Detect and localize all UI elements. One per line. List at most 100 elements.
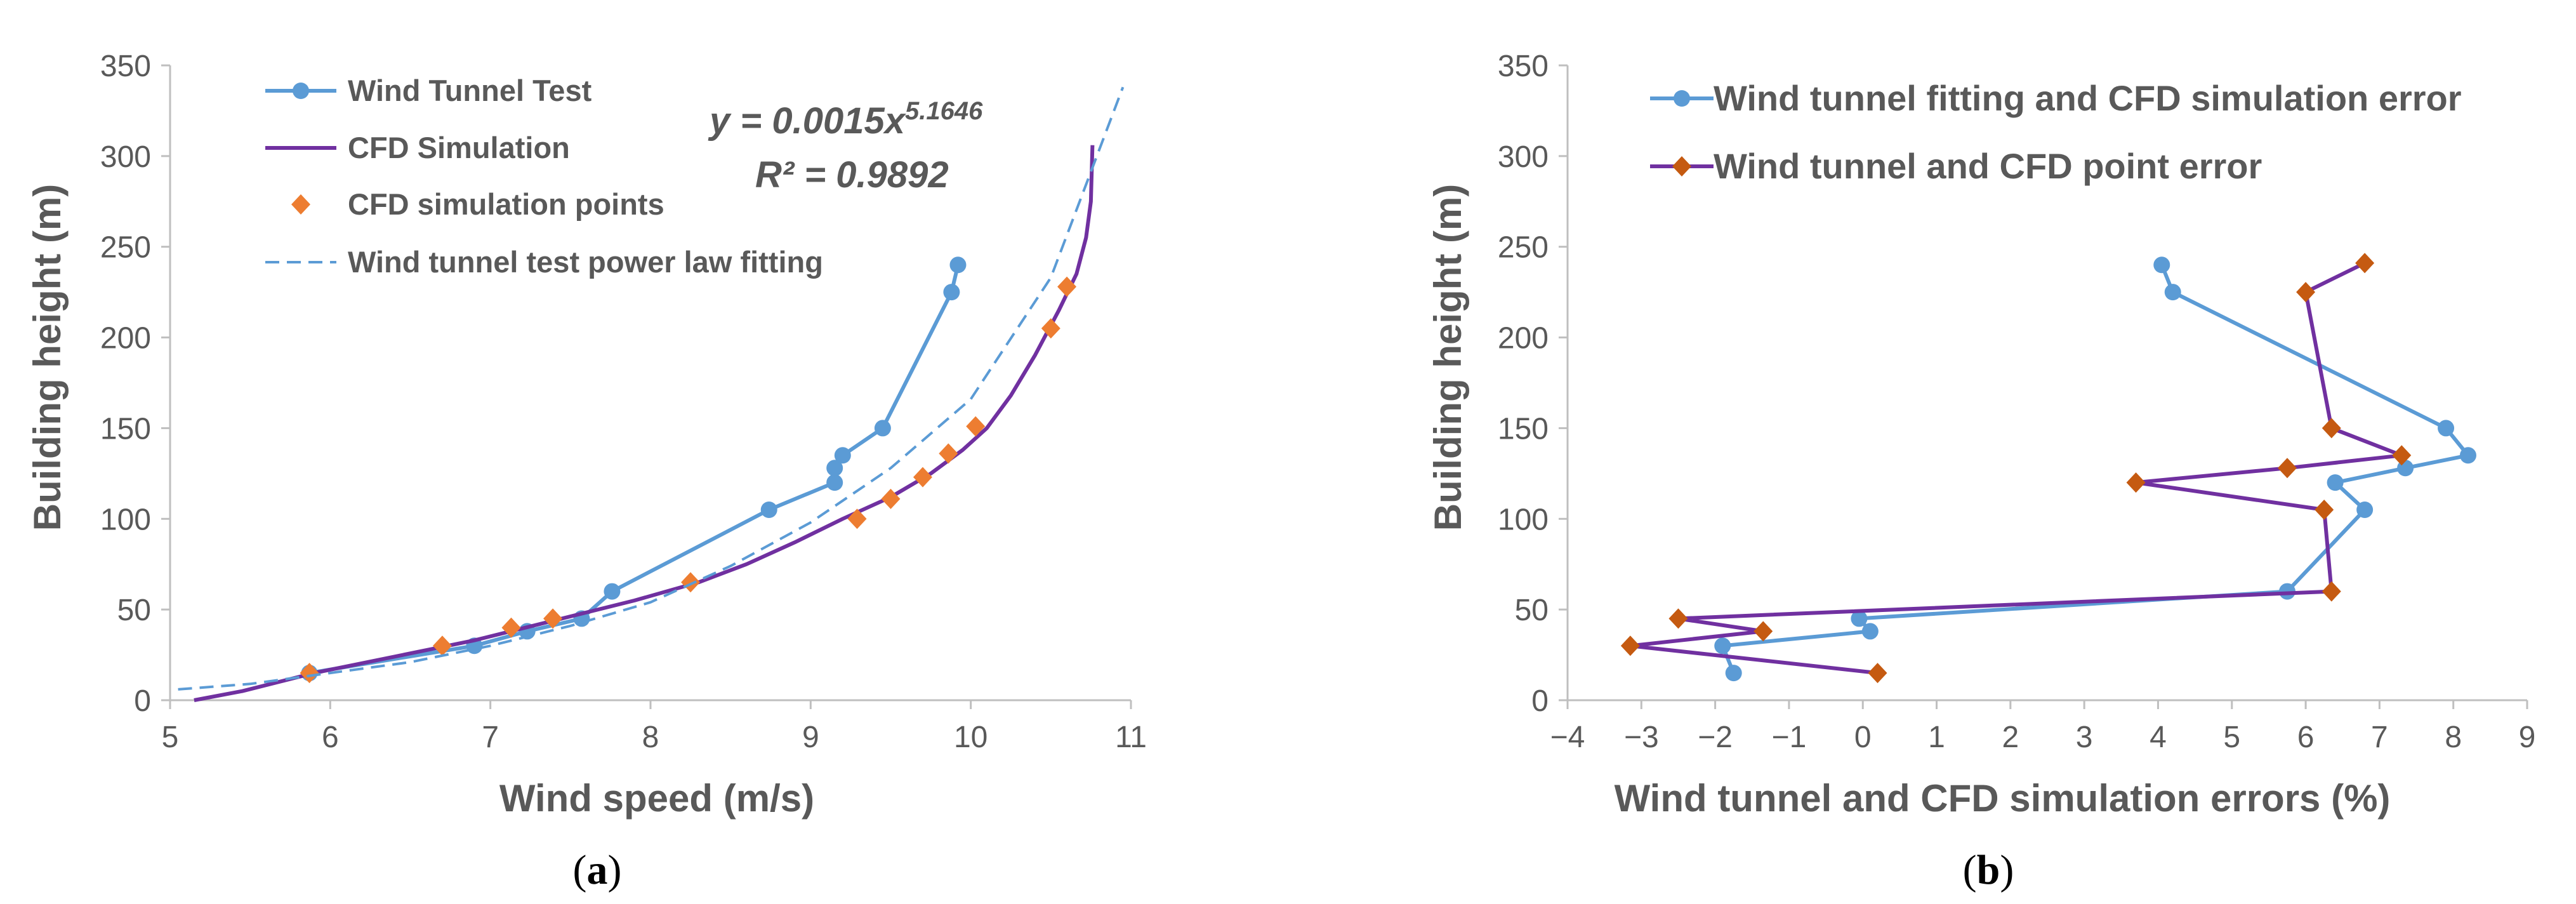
trendline-equation: y = 0.0015x5.1646 [708, 97, 983, 142]
data-point [2153, 256, 2170, 274]
trendline-r-squared: R² = 0.9892 [755, 154, 949, 196]
legend-item-cfd-simulation-points: CFD simulation points [291, 187, 664, 221]
series-line [1628, 261, 2404, 675]
data-point [1057, 276, 1077, 297]
x-tick-label: 9 [2519, 721, 2536, 754]
panel-a-y-axis-label: Building height (m) [26, 184, 69, 531]
data-point [874, 420, 891, 437]
series-line [309, 264, 960, 675]
data-point [2126, 472, 2146, 493]
x-tick-label: −3 [1624, 721, 1659, 754]
data-point [2355, 253, 2375, 274]
data-point [1668, 608, 1688, 629]
y-tick-label: 150 [100, 412, 151, 446]
series-wind-tunnel-test [301, 256, 967, 682]
y-tick-label: 250 [1498, 231, 1549, 265]
panel-a-plot-area [178, 86, 1125, 702]
data-point [300, 663, 319, 684]
y-tick-label: 50 [117, 594, 151, 627]
legend-diamond-marker [1672, 156, 1691, 176]
x-tick-label: 5 [162, 721, 179, 754]
data-point [1861, 623, 1879, 640]
x-tick-label: 6 [2297, 721, 2315, 754]
data-point [881, 488, 901, 509]
data-point [826, 474, 843, 491]
panel-b-plot-area [1620, 253, 2476, 684]
x-tick-label: 7 [482, 721, 499, 754]
legend-label-cfd-simulation-points: CFD simulation points [348, 187, 664, 221]
x-tick-label: 11 [1115, 721, 1147, 754]
data-point [604, 583, 621, 600]
legend-label-fitting-error: Wind tunnel fitting and CFD simulation e… [1714, 78, 2462, 118]
y-tick-label: 0 [134, 684, 151, 718]
x-tick-label: −1 [1772, 721, 1807, 754]
data-point [1754, 621, 1773, 642]
y-tick-label: 100 [1498, 503, 1549, 536]
data-point [2459, 447, 2476, 464]
series-cfd-simulation [194, 145, 1095, 702]
x-tick-label: 1 [1928, 721, 1945, 754]
panel-b-y-axis-label: Building height (m) [1427, 184, 1469, 531]
x-tick-label: 8 [2445, 721, 2462, 754]
data-point [2438, 420, 2455, 437]
data-point [543, 608, 563, 629]
y-tick-label: 100 [100, 503, 151, 536]
data-point [2356, 502, 2374, 518]
legend-item-point-error: Wind tunnel and CFD point error [1650, 146, 2262, 186]
x-tick-label: 6 [322, 721, 339, 754]
y-tick-label: 0 [1531, 684, 1549, 718]
x-tick-label: 4 [2150, 721, 2167, 754]
data-point [2322, 581, 2341, 602]
y-tick-label: 300 [1498, 140, 1549, 174]
panel-b-axes: −4 −3 −2 −1 0 1 2 3 4 5 6 7 8 9 0 50 100 150 200 250 300 350 [1498, 50, 2535, 754]
series-line [1721, 264, 2470, 674]
panel-a-axes: 5 6 7 8 9 10 11 0 50 100 150 200 250 300 350 [100, 50, 1147, 754]
data-point [2315, 500, 2334, 520]
x-tick-label: 10 [954, 721, 987, 754]
data-point [1725, 665, 1742, 682]
data-point [681, 572, 701, 593]
trendline [178, 86, 1125, 691]
legend-label-cfd-simulation: CFD Simulation [348, 131, 570, 164]
x-tick-label: −2 [1698, 721, 1733, 754]
x-tick-label: 9 [802, 721, 819, 754]
panel-b-caption: (b) [1963, 847, 2014, 893]
data-point [432, 635, 452, 656]
data-point [2322, 418, 2341, 439]
data-point [760, 502, 777, 518]
y-tick-label: 350 [1498, 50, 1549, 83]
y-tick-label: 350 [100, 50, 151, 83]
data-point [2296, 282, 2316, 303]
panel-b-legend: Wind tunnel fitting and CFD simulation e… [1650, 78, 2462, 186]
data-point [943, 284, 960, 301]
legend-item-fitting-error: Wind tunnel fitting and CFD simulation e… [1650, 78, 2462, 118]
legend-circle-marker [1674, 90, 1690, 107]
y-tick-label: 250 [100, 231, 151, 265]
series-line [194, 145, 1095, 702]
x-tick-label: 5 [2223, 721, 2240, 754]
data-point [949, 256, 967, 274]
y-tick-label: 200 [1498, 322, 1549, 356]
data-point [2327, 474, 2344, 491]
x-tick-label: 7 [2371, 721, 2388, 754]
data-point [834, 447, 851, 464]
data-point [1041, 318, 1060, 339]
panel-a-caption: (a) [573, 847, 622, 893]
data-point [501, 617, 521, 638]
panel-b-x-axis-label: Wind tunnel and CFD simulation errors (%… [1615, 777, 2391, 820]
series-cfd-simulation-points [300, 276, 1077, 684]
y-tick-label: 300 [100, 140, 151, 174]
legend-circle-marker [293, 83, 309, 99]
data-point [939, 443, 958, 464]
data-point [2164, 284, 2181, 301]
y-tick-label: 150 [1498, 412, 1549, 446]
legend-label-wind-tunnel-test: Wind Tunnel Test [348, 74, 592, 107]
x-tick-label: 2 [2002, 721, 2019, 754]
data-point [2278, 458, 2297, 479]
chart-panel-b: −4 −3 −2 −1 0 1 2 3 4 5 6 7 8 9050100150200250300350 … [1427, 50, 2535, 893]
legend-item-power-law-fitting: Wind tunnel test power law fitting [265, 245, 823, 279]
legend-diamond-marker [291, 194, 310, 215]
data-point [913, 467, 932, 488]
x-tick-label: 0 [1854, 721, 1872, 754]
